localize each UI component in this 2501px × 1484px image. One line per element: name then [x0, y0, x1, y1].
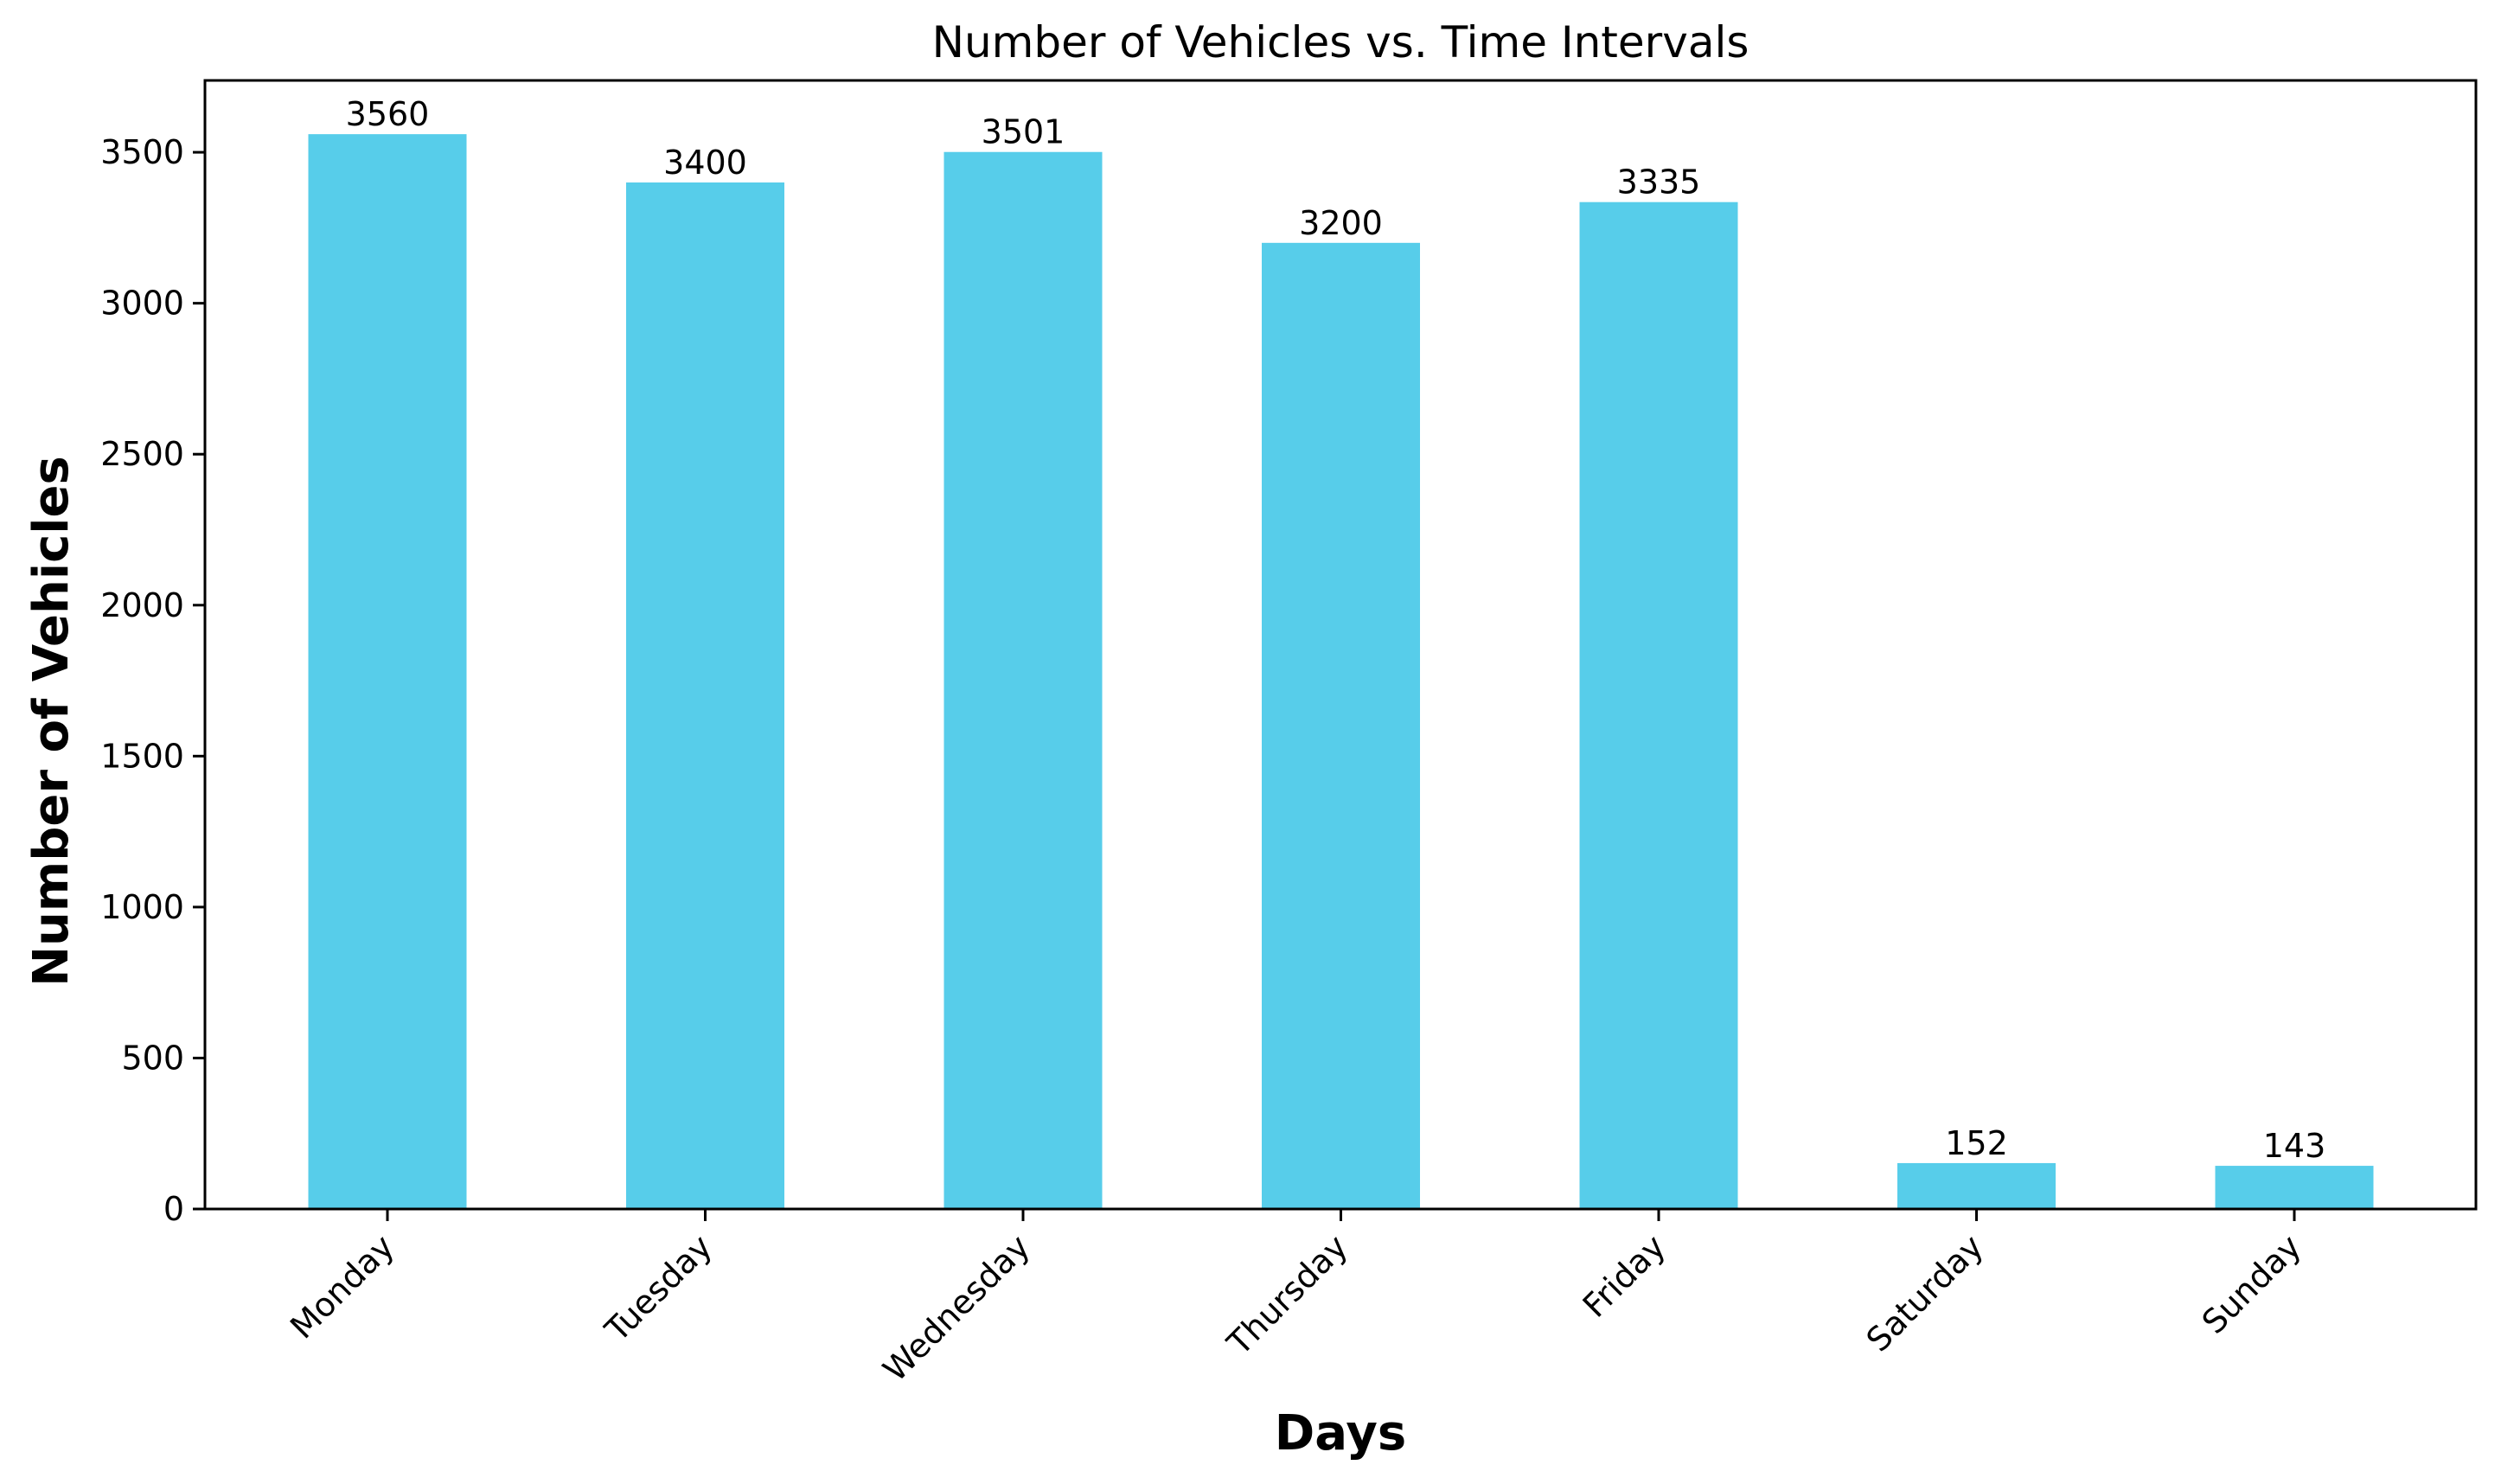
y-tick-label: 2500	[100, 435, 184, 473]
data-label-monday: 3560	[346, 95, 430, 133]
x-tick-label-friday: Friday	[1576, 1227, 1673, 1325]
bar-wednesday	[943, 151, 1103, 1210]
data-label-friday: 3335	[1617, 163, 1701, 201]
x-tick-label-wednesday: Wednesday	[876, 1227, 1038, 1389]
data-label-wednesday: 3501	[982, 113, 1065, 151]
x-tick-label-monday: Monday	[283, 1227, 401, 1346]
data-label-sunday: 143	[2263, 1127, 2326, 1165]
data-label-tuesday: 3400	[663, 144, 747, 182]
data-label-saturday: 152	[1945, 1124, 2008, 1162]
plot-area-frame	[203, 79, 2478, 1211]
x-tick-label-tuesday: Tuesday	[598, 1227, 720, 1349]
y-tick-label: 500	[121, 1039, 184, 1077]
y-tick-label: 3000	[100, 285, 184, 323]
data-labels-layer: 3560 3400 3501 3200 3335 152 143	[346, 95, 2326, 1165]
x-tick-label-saturday: Saturday	[1859, 1227, 1991, 1359]
y-tick-label: 3500	[100, 133, 184, 171]
bar-saturday	[1897, 1162, 2056, 1209]
y-tick-label: 0	[163, 1190, 184, 1228]
y-tick-label: 2000	[100, 586, 184, 624]
bar-monday	[308, 134, 467, 1210]
bar-sunday	[2215, 1166, 2374, 1209]
bars-layer	[308, 134, 2374, 1210]
x-tick-label-sunday: Sunday	[2195, 1227, 2309, 1341]
y-axis-label: Number of Vehicles	[23, 456, 80, 987]
bar-tuesday	[626, 182, 784, 1210]
x-tick-label-thursday: Thursday	[1219, 1227, 1355, 1363]
data-label-thursday: 3200	[1299, 204, 1383, 242]
y-tick-label: 1500	[100, 737, 184, 775]
bar-thursday	[1262, 242, 1420, 1209]
x-axis-label: Days	[1275, 1405, 1406, 1462]
y-axis-ticks: 0 500 1000 1500 2000 2500 3000 3500	[100, 133, 205, 1228]
y-tick-label: 1000	[100, 888, 184, 926]
x-axis-ticks: Monday Tuesday Wednesday Thursday Friday Satu…	[283, 1209, 2308, 1389]
bar-friday	[1579, 201, 1738, 1210]
chart-title: Number of Vehicles vs. Time Intervals	[932, 17, 1749, 67]
